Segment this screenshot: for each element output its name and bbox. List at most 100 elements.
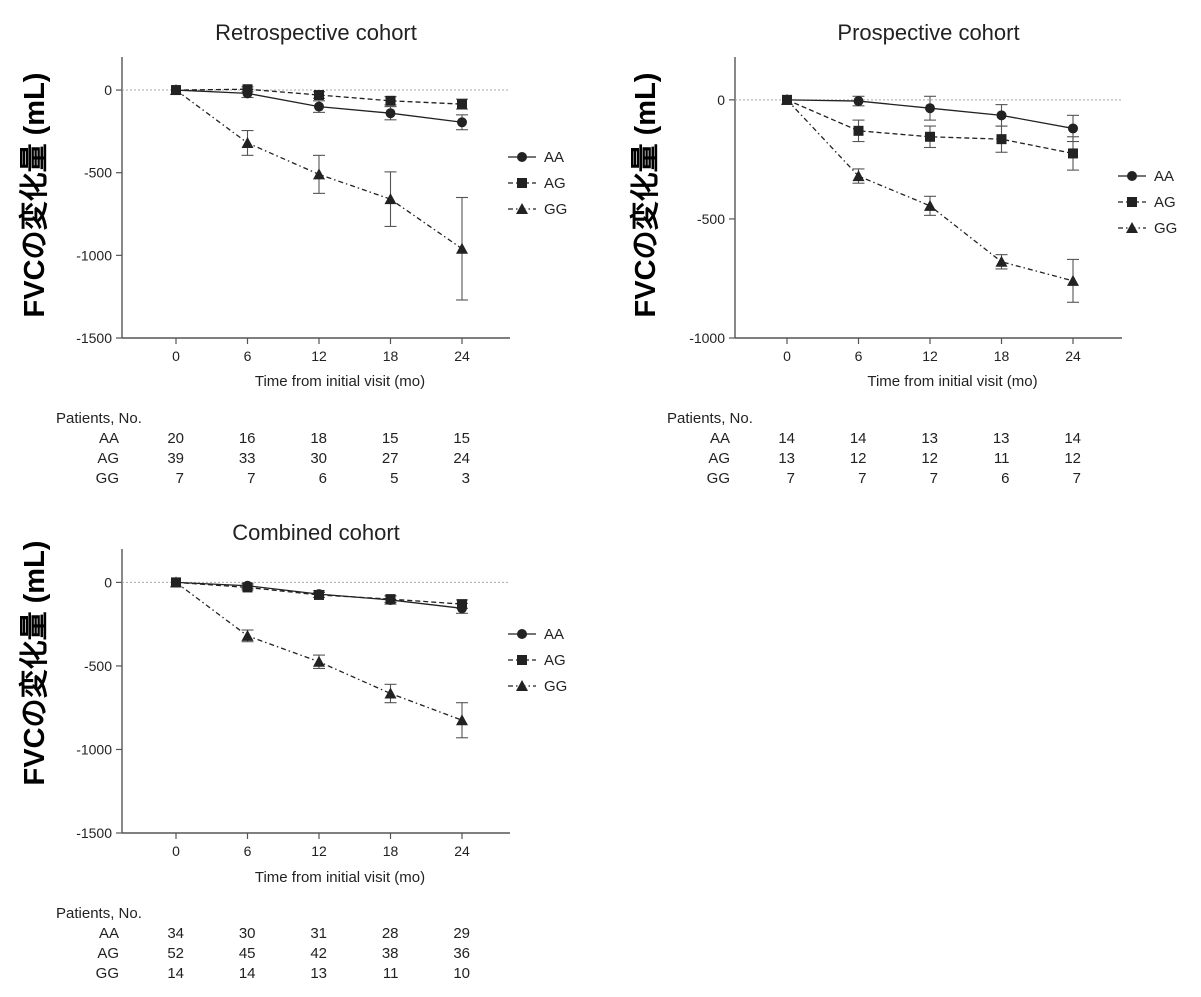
data-point — [852, 170, 865, 182]
legend-item-GG: GG — [508, 678, 567, 695]
patients-count: 45 — [239, 945, 256, 962]
patients-count: 16 — [239, 430, 256, 447]
legend-marker — [517, 152, 527, 162]
data-point — [313, 168, 325, 180]
y-tick-label: -1500 — [76, 330, 112, 346]
legend-item-AA: AA — [508, 626, 564, 643]
data-point — [1068, 123, 1078, 134]
patients-row-label: GG — [96, 965, 119, 982]
legend-item-AG: AG — [1118, 194, 1176, 211]
patients-count: 15 — [382, 430, 399, 447]
y-tick-label: -500 — [697, 211, 725, 227]
patients-table-header: Patients, No. — [56, 410, 142, 427]
legend-item-GG: GG — [508, 201, 567, 218]
legend-label: GG — [1154, 220, 1177, 237]
patients-count: 7 — [787, 470, 795, 487]
patients-row-label: AG — [97, 450, 119, 467]
legend-marker — [516, 680, 528, 691]
patients-table: Patients, No. AA 20 16 18 15 15 AG 39 33 30 27 24 GG 7… — [56, 410, 470, 487]
legend-item-AG: AG — [508, 175, 566, 192]
legend-item-AA: AA — [508, 149, 564, 166]
data-point — [385, 108, 396, 119]
x-tick-label: 6 — [244, 348, 252, 364]
chart-panel-1: Prospective cohort FVCの変化量 (mL) 0 -500 -1000… — [628, 20, 1177, 487]
data-point — [456, 242, 468, 254]
patients-table-header: Patients, No. — [667, 410, 753, 427]
data-point — [1068, 148, 1078, 159]
legend-label: AG — [544, 175, 566, 192]
patients-row-label: AA — [710, 430, 730, 447]
data-point — [1067, 274, 1079, 286]
y-tick-label: -1000 — [689, 330, 725, 346]
legend-label: AA — [544, 149, 564, 166]
patients-count: 7 — [247, 470, 255, 487]
chart-panel-2: Combined cohort FVCの変化量 (mL) 0 -500 -1000 -15… — [17, 520, 567, 982]
data-point — [457, 599, 467, 610]
legend-label: GG — [544, 678, 567, 695]
legend-label: AG — [544, 652, 566, 669]
patients-count: 36 — [453, 945, 470, 962]
data-point — [314, 90, 324, 101]
patients-count: 34 — [167, 925, 184, 942]
legend-item-GG: GG — [1118, 220, 1177, 237]
patients-count: 13 — [778, 450, 795, 467]
data-point — [925, 103, 935, 114]
legend-marker — [517, 178, 527, 188]
data-point — [853, 96, 864, 107]
patients-count: 20 — [167, 430, 184, 447]
data-point — [925, 131, 935, 142]
y-tick-label: -500 — [84, 658, 112, 674]
patients-table: Patients, No. AA 14 14 13 13 14 AG 13 12 12 11 12 GG 7… — [667, 410, 1081, 487]
data-point — [170, 576, 182, 588]
data-point — [314, 101, 324, 112]
data-point — [242, 84, 253, 95]
legend-marker — [517, 629, 527, 639]
patients-count: 14 — [239, 965, 256, 982]
chart-title: Combined cohort — [232, 520, 400, 545]
x-tick-label: 24 — [454, 843, 470, 859]
x-tick-label: 0 — [172, 348, 180, 364]
data-point — [853, 125, 864, 136]
patients-count: 52 — [167, 945, 184, 962]
patients-count: 28 — [382, 925, 399, 942]
x-tick-label: 12 — [311, 843, 327, 859]
legend-item-AG: AG — [508, 652, 566, 669]
series-GG — [170, 576, 468, 739]
patients-row-label: AG — [708, 450, 730, 467]
data-point — [996, 110, 1007, 121]
y-tick-label: 0 — [104, 574, 112, 590]
patients-count: 3 — [462, 470, 470, 487]
y-axis-label: FVCの変化量 (mL) — [628, 73, 662, 318]
data-point — [924, 199, 936, 211]
y-tick-label: -1500 — [76, 825, 112, 841]
x-tick-label: 18 — [383, 843, 399, 859]
x-tick-label: 18 — [994, 348, 1010, 364]
legend-label: GG — [544, 201, 567, 218]
data-point — [241, 629, 254, 641]
patients-table-header: Patients, No. — [56, 905, 142, 922]
patients-count: 30 — [310, 450, 327, 467]
data-point — [170, 84, 182, 96]
data-point — [385, 95, 396, 106]
x-axis-label: Time from initial visit (mo) — [255, 373, 425, 390]
patients-count: 18 — [310, 430, 327, 447]
patients-count: 5 — [390, 470, 398, 487]
data-point — [781, 93, 793, 105]
patients-count: 31 — [310, 925, 327, 942]
x-tick-label: 24 — [1065, 348, 1081, 364]
x-tick-label: 12 — [311, 348, 327, 364]
patients-count: 15 — [453, 430, 470, 447]
legend-marker — [1126, 222, 1138, 233]
patients-count: 10 — [453, 965, 470, 982]
patients-row-label: AA — [99, 430, 119, 447]
y-axis-label: FVCの変化量 (mL) — [17, 73, 51, 318]
legend-label: AG — [1154, 194, 1176, 211]
y-tick-label: -1000 — [76, 741, 112, 757]
patients-count: 12 — [1064, 450, 1081, 467]
data-point — [241, 136, 254, 148]
patients-table: Patients, No. AA 34 30 31 28 29 AG 52 45 42 38 36 GG 1… — [56, 905, 470, 982]
legend-marker — [1127, 197, 1137, 207]
patients-count: 24 — [453, 450, 470, 467]
patients-count: 27 — [382, 450, 399, 467]
